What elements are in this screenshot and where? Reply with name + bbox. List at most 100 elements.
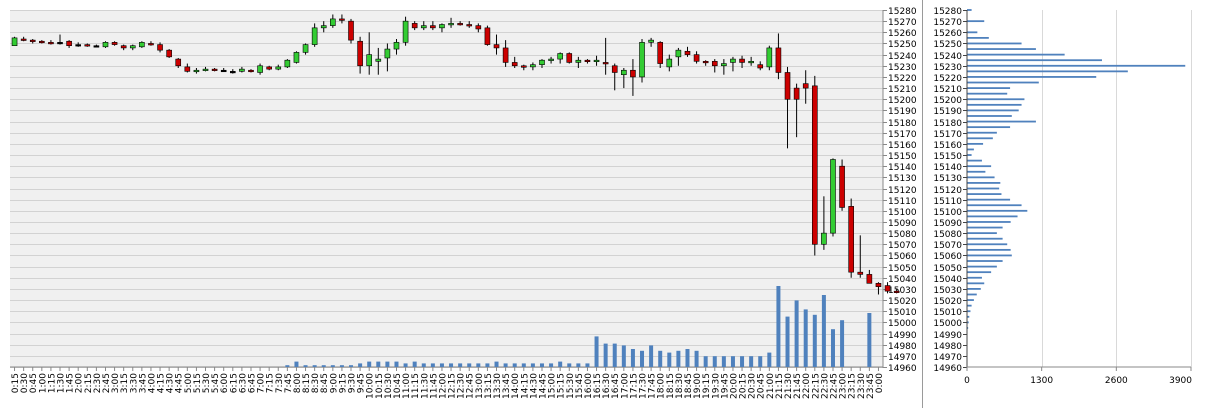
profile-y-tick-label: 15220 bbox=[933, 74, 962, 84]
volume-bar bbox=[530, 363, 535, 367]
profile-bar bbox=[967, 288, 981, 290]
profile-plot-area bbox=[967, 10, 1191, 367]
candle-body bbox=[630, 69, 636, 78]
x-tick-label: 17:00 bbox=[620, 373, 630, 399]
profile-bar bbox=[967, 232, 997, 235]
y-tick-label: 15250 bbox=[888, 40, 917, 50]
profile-y-tick-label: 14990 bbox=[933, 331, 962, 341]
profile-y-tick-label: 15100 bbox=[933, 208, 962, 218]
y-tick-label: 15230 bbox=[888, 63, 917, 73]
candle-body bbox=[593, 59, 600, 63]
profile-y-tick-label: 15180 bbox=[933, 119, 962, 129]
x-tick-label: 12:15 bbox=[448, 373, 458, 399]
volume-bar bbox=[394, 361, 399, 367]
y-tick-label: 15010 bbox=[888, 308, 917, 318]
volume-bar bbox=[576, 363, 581, 367]
profile-bar bbox=[967, 215, 1018, 218]
profile-bar bbox=[967, 271, 992, 274]
candle-body bbox=[466, 24, 473, 27]
x-tick-label: 14:00 bbox=[511, 373, 521, 399]
y-tick-label: 15280 bbox=[888, 7, 917, 17]
x-tick-label: 9:15 bbox=[338, 373, 348, 393]
volume-bar bbox=[439, 363, 444, 367]
candle-body bbox=[220, 69, 227, 73]
x-tick-label: 3:00 bbox=[111, 373, 121, 393]
x-tick-label: 23:30 bbox=[857, 373, 867, 399]
profile-bar bbox=[967, 159, 982, 162]
volume-bar bbox=[758, 356, 763, 367]
x-tick-label: 6:15 bbox=[229, 373, 239, 393]
y-tick-label: 15120 bbox=[888, 186, 917, 196]
profile-y-tick-label: 15170 bbox=[933, 130, 962, 140]
x-tick-label: 2:00 bbox=[75, 373, 85, 393]
y-tick-label: 15170 bbox=[888, 130, 917, 140]
profile-bar bbox=[967, 53, 1065, 56]
profile-x-tick-label: 0 bbox=[964, 376, 970, 386]
profile-bar bbox=[967, 193, 1002, 195]
candle-body bbox=[666, 58, 673, 68]
x-tick-label: 18:30 bbox=[675, 373, 685, 399]
profile-y-tick-label: 15210 bbox=[933, 85, 962, 95]
y-tick-label: 15270 bbox=[888, 18, 917, 28]
profile-bar bbox=[967, 170, 986, 173]
candle-body bbox=[48, 42, 54, 45]
candle-body bbox=[139, 42, 145, 48]
y-tick-label: 14990 bbox=[888, 331, 917, 341]
candle-body bbox=[775, 47, 782, 73]
x-tick-label: 0:30 bbox=[20, 373, 30, 393]
profile-bar bbox=[967, 265, 997, 268]
candle-body bbox=[275, 66, 282, 70]
y-tick-label: 15160 bbox=[888, 141, 917, 151]
profile-bar bbox=[967, 260, 1003, 262]
volume-bar bbox=[612, 343, 617, 367]
candle-body bbox=[166, 49, 172, 58]
volume-bar bbox=[412, 361, 417, 367]
profile-bar bbox=[967, 304, 972, 307]
x-tick-label: 4:00 bbox=[147, 373, 157, 393]
volume-bar bbox=[721, 356, 726, 367]
volume-bar bbox=[640, 350, 645, 367]
profile-y-tick-label: 15260 bbox=[933, 29, 962, 39]
profile-y-tick-label: 15250 bbox=[933, 40, 962, 50]
x-tick-label: 16:00 bbox=[584, 373, 594, 399]
candle-body bbox=[57, 42, 63, 45]
x-tick-label: 8:00 bbox=[293, 373, 303, 393]
x-tick-label: 8:15 bbox=[302, 373, 312, 393]
candle-body bbox=[193, 69, 200, 73]
x-tick-label: 1:15 bbox=[47, 373, 57, 393]
candle-body bbox=[857, 271, 864, 275]
profile-bar bbox=[967, 176, 995, 179]
candle-body bbox=[502, 47, 509, 63]
candle-body bbox=[93, 45, 100, 48]
candle-body bbox=[20, 38, 27, 41]
profile-bar bbox=[967, 209, 1028, 212]
x-tick-label: 18:00 bbox=[657, 373, 667, 399]
candle-body bbox=[648, 39, 654, 43]
x-tick-label: 7:30 bbox=[275, 373, 285, 393]
volume-bar bbox=[385, 361, 390, 367]
candle-body bbox=[120, 45, 127, 49]
candle-body bbox=[621, 69, 627, 76]
profile-bar bbox=[967, 115, 1012, 117]
candle-body bbox=[229, 71, 236, 74]
profile-y-tick-label: 15120 bbox=[933, 186, 962, 196]
candle-body bbox=[302, 44, 309, 53]
candle-body bbox=[675, 49, 682, 58]
candle-body bbox=[157, 44, 163, 51]
y-tick-label: 15090 bbox=[888, 219, 917, 229]
x-tick-label: 18:45 bbox=[684, 373, 694, 399]
candle-body bbox=[211, 68, 218, 71]
profile-bar bbox=[967, 42, 1022, 45]
candle-body bbox=[320, 25, 327, 29]
x-tick-label: 11:15 bbox=[411, 373, 421, 399]
x-tick-label: 22:00 bbox=[802, 373, 812, 399]
profile-bar bbox=[967, 315, 970, 318]
volume-bar bbox=[558, 361, 563, 367]
x-tick-label: 10:00 bbox=[366, 373, 376, 399]
x-tick-label: 19:30 bbox=[711, 373, 721, 399]
volume-bar bbox=[294, 361, 299, 367]
x-tick-label: 7:15 bbox=[266, 373, 276, 393]
x-tick-label: 21:30 bbox=[784, 373, 794, 399]
x-tick-label: 9:45 bbox=[357, 373, 367, 393]
